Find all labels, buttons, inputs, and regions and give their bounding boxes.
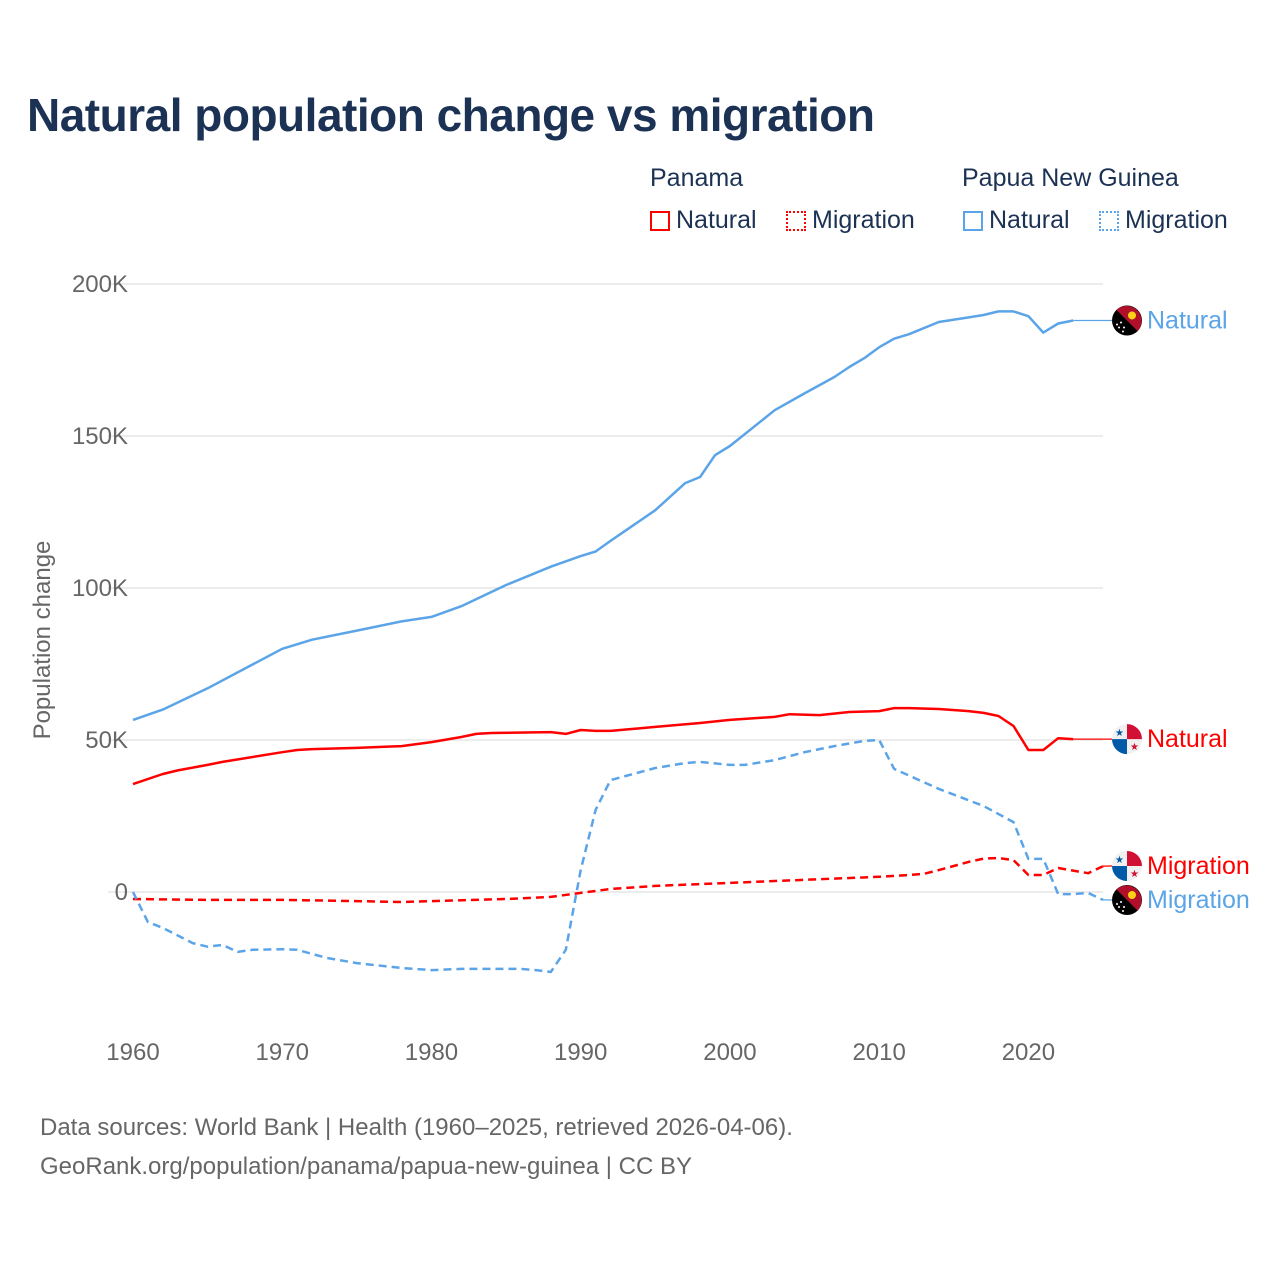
star-icon <box>1120 321 1122 324</box>
footer-sources: Data sources: World Bank | Health (1960–… <box>40 1114 793 1141</box>
chart-title: Natural population change vs migration <box>27 89 875 141</box>
x-tick-label: 1970 <box>256 1039 309 1066</box>
footer-link[interactable]: GeoRank.org/population/panama/papua-new-… <box>40 1153 692 1180</box>
flag-quarter <box>1112 739 1127 755</box>
star-icon <box>1122 330 1124 333</box>
star-icon <box>1116 323 1118 326</box>
series-line <box>132 706 1074 786</box>
star-icon <box>1122 910 1124 912</box>
star-icon <box>1118 326 1120 329</box>
legend-item-png-migration[interactable]: Migration <box>1099 206 1228 235</box>
legend-group-panama: Panama <box>650 164 744 192</box>
y-tick-label: 50K <box>85 727 128 754</box>
star-icon: ★ <box>1115 728 1124 739</box>
legend-swatch <box>786 210 806 231</box>
star-icon <box>1120 901 1122 903</box>
bird-icon <box>1128 311 1136 320</box>
legend-swatch <box>650 210 670 231</box>
star-icon <box>1116 903 1118 905</box>
y-tick-label: 100K <box>72 575 128 602</box>
end-label: Natural <box>1147 725 1228 753</box>
end-label: Migration <box>1147 886 1250 914</box>
x-tick-label: 2010 <box>852 1039 905 1066</box>
legend-label: Migration <box>812 206 915 234</box>
x-tick-label: 1980 <box>405 1039 458 1066</box>
flag-quarter <box>1112 866 1127 881</box>
legend-group-png: Papua New Guinea <box>962 164 1179 192</box>
end-label: Natural <box>1147 306 1228 334</box>
y-axis-label: Population change <box>29 541 56 740</box>
star-icon <box>1123 326 1125 329</box>
legend-item-panama-migration[interactable]: Migration <box>786 206 915 235</box>
star-icon: ★ <box>1130 869 1139 880</box>
bird-icon <box>1128 891 1136 899</box>
line-chart: 0 50K 100K 150K 200K 1960 1970 1980 1990 2000 201… <box>29 271 1250 1066</box>
legend-item-png-natural[interactable]: Natural <box>963 206 1070 235</box>
grid <box>108 283 1103 893</box>
y-tick-label: 0 <box>115 879 128 906</box>
legend-label: Migration <box>1125 206 1228 234</box>
footer: Data sources: World Bank | Health (1960–… <box>40 1108 793 1186</box>
legend-swatch <box>963 210 983 231</box>
star-icon: ★ <box>1115 855 1124 866</box>
x-axis: 1960 1970 1980 1990 2000 2010 2020 <box>106 1039 1055 1066</box>
x-tick-label: 2000 <box>703 1039 756 1066</box>
x-tick-label: 2020 <box>1002 1039 1055 1066</box>
flag-quarter <box>1127 851 1142 866</box>
legend-swatch <box>1099 210 1119 231</box>
panama-flag-icon: ★★ <box>1112 851 1142 881</box>
flag-half <box>1116 885 1142 911</box>
star-icon <box>1123 906 1125 908</box>
png-flag-icon <box>1112 305 1142 336</box>
panama-flag-icon: ★★ <box>1112 724 1142 755</box>
y-tick-label: 150K <box>72 423 128 450</box>
legend-label: Natural <box>676 206 757 234</box>
y-axis: 0 50K 100K 150K 200K <box>72 271 128 906</box>
y-tick-label: 200K <box>72 271 128 298</box>
legend-item-panama-natural[interactable]: Natural <box>650 206 757 235</box>
series-line <box>131 738 1104 974</box>
png-flag-icon <box>1112 885 1142 915</box>
star-icon: ★ <box>1130 742 1139 753</box>
series-line <box>132 310 1074 722</box>
flag-quarter <box>1127 724 1142 740</box>
flag-half <box>1116 305 1142 332</box>
star-icon <box>1118 906 1120 908</box>
series-lines <box>131 310 1113 974</box>
x-tick-label: 1990 <box>554 1039 607 1066</box>
series-line <box>132 856 1104 904</box>
end-label: Migration <box>1147 852 1250 880</box>
x-tick-label: 1960 <box>106 1039 159 1066</box>
legend-label: Natural <box>989 206 1070 234</box>
